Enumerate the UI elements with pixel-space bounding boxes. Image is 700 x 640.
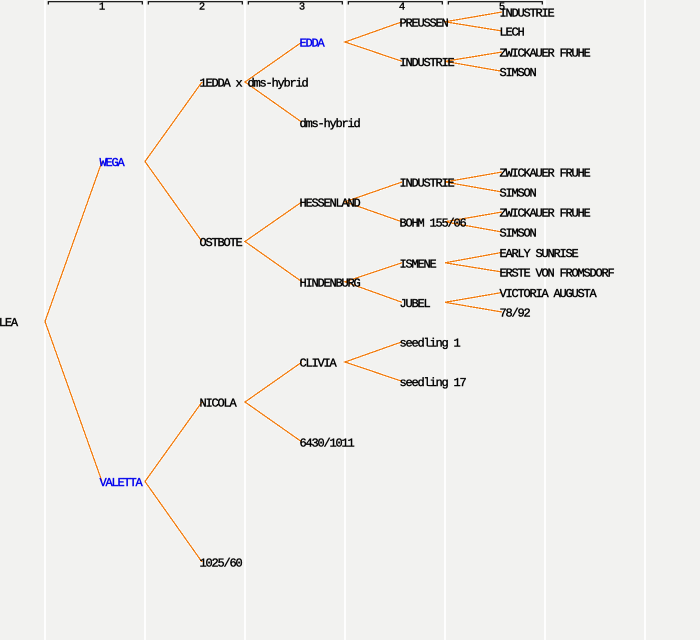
svg-text:EDDA: EDDA (300, 37, 326, 51)
svg-text:dms-hybrid: dms-hybrid (300, 117, 361, 131)
svg-text:ERSTE VON FROMSDORF: ERSTE VON FROMSDORF (500, 267, 615, 281)
svg-text:SIMSON: SIMSON (500, 66, 537, 80)
svg-text:PREUSSEN: PREUSSEN (400, 16, 449, 30)
svg-text:LECH: LECH (500, 26, 525, 40)
svg-text:78/92: 78/92 (500, 307, 531, 321)
svg-text:OSTBOTE: OSTBOTE (200, 236, 243, 250)
svg-text:1EDDA x dms-hybrid: 1EDDA x dms-hybrid (200, 77, 309, 91)
svg-text:ZWICKAUER FRUHE: ZWICKAUER FRUHE (500, 207, 591, 221)
svg-text:INDUSTRIE: INDUSTRIE (400, 56, 455, 70)
svg-text:4: 4 (399, 2, 405, 14)
svg-text:seedling 17: seedling 17 (400, 376, 467, 390)
svg-text:JUBEL: JUBEL (400, 297, 431, 311)
svg-text:INDUSTRIE: INDUSTRIE (400, 177, 455, 191)
svg-text:VICTORIA AUGUSTA: VICTORIA AUGUSTA (500, 287, 598, 301)
svg-text:1: 1 (99, 2, 105, 14)
svg-text:BOHM 155/06: BOHM 155/06 (400, 216, 467, 230)
svg-text:SIMSON: SIMSON (500, 227, 537, 241)
svg-text:3: 3 (299, 2, 305, 14)
svg-text:ZWICKAUER FRUHE: ZWICKAUER FRUHE (500, 47, 591, 61)
svg-text:CLIVIA: CLIVIA (300, 357, 338, 371)
svg-text:EARLY SUNRISE: EARLY SUNRISE (500, 247, 579, 261)
svg-text:VALETTA: VALETTA (100, 476, 144, 490)
svg-text:INDUSTRIE: INDUSTRIE (500, 7, 555, 21)
svg-text:WEGA: WEGA (100, 156, 126, 170)
svg-text:HESSENLAND: HESSENLAND (300, 196, 361, 210)
svg-text:LEA: LEA (0, 316, 19, 330)
svg-text:2: 2 (199, 2, 205, 14)
svg-text:SIMSON: SIMSON (500, 187, 537, 201)
svg-text:5: 5 (499, 2, 505, 14)
svg-text:seedling 1: seedling 1 (400, 336, 461, 350)
svg-text:1025/60: 1025/60 (200, 557, 243, 571)
svg-text:6430/1011: 6430/1011 (300, 437, 355, 451)
svg-text:ISMENE: ISMENE (400, 257, 437, 271)
svg-text:ZWICKAUER FRUHE: ZWICKAUER FRUHE (500, 167, 591, 181)
svg-text:NICOLA: NICOLA (200, 397, 238, 411)
svg-text:HINDENBURG: HINDENBURG (300, 276, 361, 290)
